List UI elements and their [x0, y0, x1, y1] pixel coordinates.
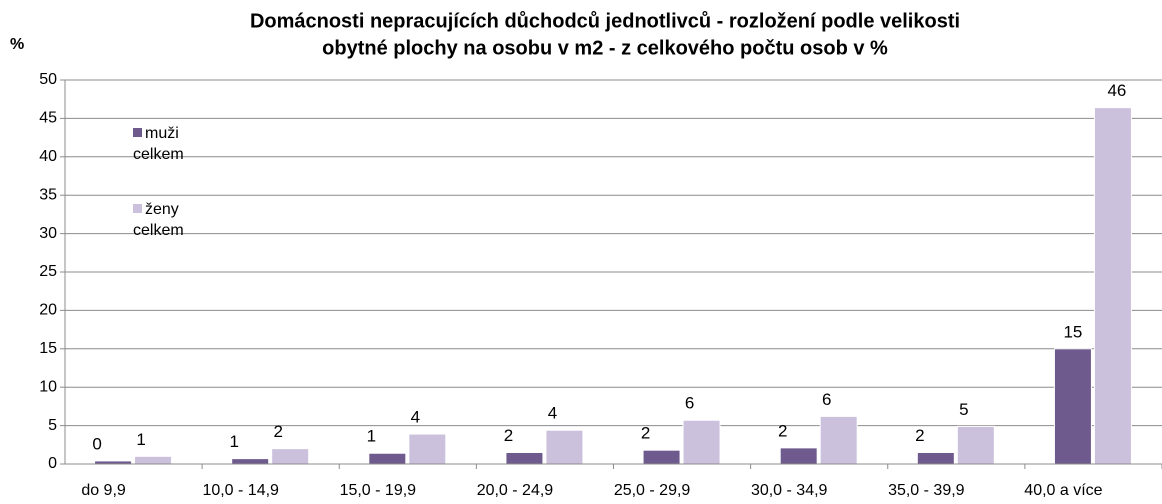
bar — [916, 451, 955, 465]
bar — [1053, 348, 1092, 465]
legend-label: muži celkem — [133, 125, 184, 163]
y-tick-label: 25 — [39, 263, 57, 280]
value-label: 1 — [136, 430, 145, 449]
y-tick-label: 40 — [39, 148, 57, 165]
chart-title: Domácnosti nepracujících důchodců jednot… — [250, 10, 960, 32]
legend-swatch — [133, 128, 142, 137]
bar — [682, 419, 721, 465]
y-tick-label: 30 — [39, 225, 57, 242]
y-tick-label: 10 — [39, 378, 57, 395]
bar — [642, 449, 681, 465]
x-tick-label: do 9,9 — [81, 482, 126, 499]
value-label: 6 — [685, 394, 694, 413]
bar — [505, 451, 544, 465]
y-tick-label: 15 — [39, 340, 57, 357]
legend-swatch — [133, 204, 142, 213]
bar — [956, 425, 995, 465]
value-label: 15 — [1063, 322, 1082, 341]
x-tick-label: 15,0 - 19,9 — [340, 482, 417, 499]
x-tick-label: 10,0 - 14,9 — [202, 482, 279, 499]
y-axis-label: % — [10, 36, 24, 53]
value-label: 2 — [273, 422, 282, 441]
value-label: 6 — [822, 390, 831, 409]
bar — [1093, 107, 1132, 465]
legend-item: ženy celkem — [133, 199, 223, 241]
x-tick-label: 20,0 - 24,9 — [477, 482, 554, 499]
x-tick-label: 35,0 - 39,9 — [888, 482, 965, 499]
bar — [819, 415, 858, 465]
bar — [271, 448, 310, 465]
y-tick-label: 50 — [39, 71, 57, 88]
bar — [368, 452, 407, 465]
legend-label: ženy celkem — [133, 201, 184, 239]
value-label: 1 — [367, 427, 376, 446]
value-label: 2 — [778, 421, 787, 440]
bar — [231, 458, 270, 465]
value-label: 2 — [915, 426, 924, 445]
legend-item: muži celkem — [133, 123, 223, 165]
value-label: 4 — [548, 404, 557, 423]
bar — [779, 447, 818, 465]
value-label: 46 — [1107, 81, 1126, 100]
value-label: 2 — [504, 426, 513, 445]
y-tick-label: 0 — [48, 455, 57, 472]
y-tick-label: 45 — [39, 110, 57, 127]
y-tick-label: 20 — [39, 302, 57, 319]
x-tick-label: 40,0 a více — [1024, 482, 1102, 499]
value-label: 2 — [641, 424, 650, 443]
bar — [545, 429, 584, 465]
bar — [408, 433, 447, 465]
bar — [134, 455, 173, 465]
y-tick-label: 5 — [48, 417, 57, 434]
value-label: 1 — [229, 432, 238, 451]
value-label: 4 — [411, 408, 420, 427]
y-tick-label: 35 — [39, 186, 57, 203]
x-tick-label: 30,0 - 34,9 — [751, 482, 828, 499]
chart-title: obytné plochy na osobu v m2 - z celkovéh… — [322, 37, 888, 59]
x-tick-label: 25,0 - 29,9 — [614, 482, 691, 499]
value-label: 5 — [959, 400, 968, 419]
value-label: 0 — [92, 434, 101, 453]
